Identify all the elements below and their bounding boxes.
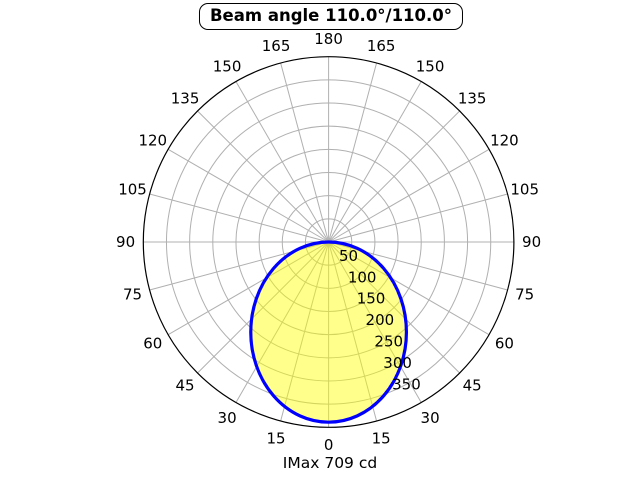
angle-tick-label: 75 — [515, 286, 534, 304]
angle-tick-label: 105 — [118, 181, 147, 199]
angle-tick-label: 165 — [367, 37, 396, 55]
angle-tick-label: 150 — [416, 57, 445, 75]
angle-tick-label: 135 — [171, 90, 200, 108]
polar-grid-spoke — [167, 148, 329, 243]
angle-tick-label: 30 — [421, 409, 440, 427]
angle-tick-label: 0 — [324, 436, 334, 454]
polar-grid-spoke — [328, 193, 508, 243]
radius-tick-label: 300 — [383, 354, 412, 372]
chart-title-box: Beam angle 110.0°/110.0° — [198, 3, 464, 31]
beam-lobe — [249, 240, 409, 424]
polar-grid-spoke — [149, 193, 329, 243]
radius-tick-label: 250 — [374, 332, 403, 350]
imax-caption: IMax 709 cd — [282, 454, 378, 472]
angle-tick-label: 105 — [510, 181, 539, 199]
angle-tick-label: 120 — [490, 132, 519, 150]
angle-tick-label: 180 — [314, 30, 343, 48]
polar-grid-spoke — [167, 241, 329, 336]
radius-tick-label: 50 — [339, 247, 358, 265]
angle-tick-label: 45 — [463, 377, 482, 395]
angle-tick-label: 120 — [138, 132, 167, 150]
polar-grid-spoke — [280, 241, 330, 422]
radius-tick-label: 200 — [366, 311, 395, 329]
polar-grid-spoke — [328, 241, 490, 336]
angle-tick-label: 30 — [218, 409, 237, 427]
angle-tick-label: 90 — [522, 233, 541, 251]
polar-grid-spoke — [328, 241, 460, 374]
polar-grid-spoke — [328, 62, 378, 243]
angle-tick-label: 75 — [123, 286, 142, 304]
radius-tick-label: 350 — [392, 375, 421, 393]
angle-tick-label: 15 — [372, 429, 391, 447]
angle-tick-label: 60 — [143, 335, 162, 353]
angle-tick-label: 135 — [458, 90, 487, 108]
radius-tick-label: 100 — [348, 268, 377, 286]
polar-grid-spoke — [328, 110, 460, 243]
chart-title: Beam angle 110.0°/110.0° — [209, 6, 453, 25]
radius-tick-label: 150 — [357, 290, 386, 308]
polar-grid-spoke — [328, 148, 490, 243]
polar-grid-spoke — [280, 62, 330, 243]
angle-tick-label: 15 — [267, 429, 286, 447]
angle-tick-label: 90 — [116, 233, 135, 251]
polar-grid-spoke — [197, 110, 329, 243]
polar-grid-spoke — [328, 241, 378, 422]
angle-tick-label: 150 — [213, 57, 242, 75]
angle-tick-label: 60 — [495, 335, 514, 353]
polar-grid-spoke — [197, 241, 329, 374]
polar-grid-spoke — [328, 241, 422, 403]
angle-tick-label: 45 — [176, 377, 195, 395]
angle-tick-label: 165 — [262, 37, 291, 55]
polar-grid-spoke — [328, 81, 422, 243]
polar-grid-spoke — [235, 241, 330, 403]
polar-grid-spoke — [235, 81, 330, 243]
polar-outer-circle — [142, 56, 515, 428]
